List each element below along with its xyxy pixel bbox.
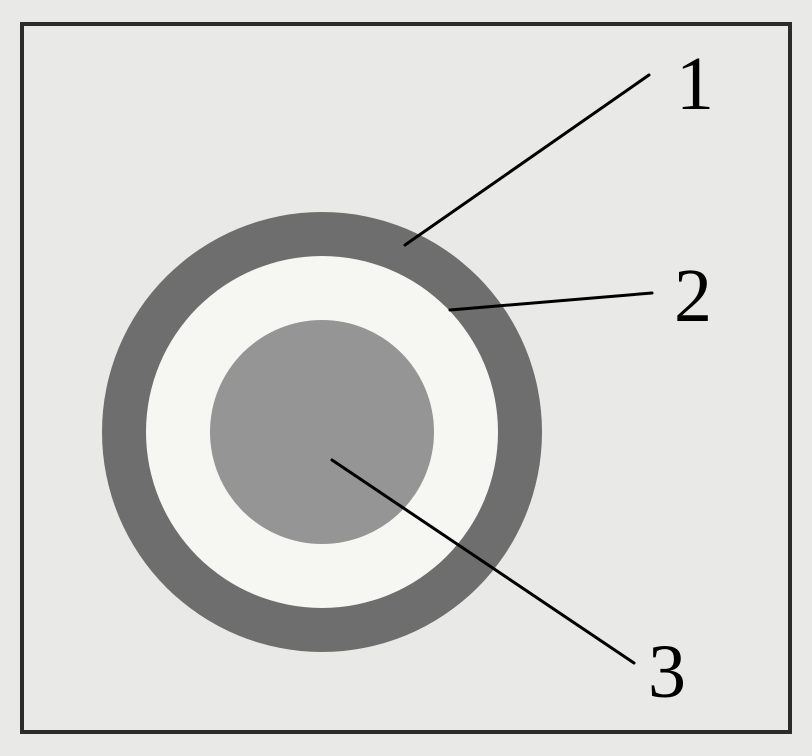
callout-label-3: 3 [648,634,686,710]
callout-label-2: 2 [674,258,712,334]
leader-line-1 [405,75,649,245]
callout-label-1: 1 [676,46,714,122]
core-region [210,320,434,544]
